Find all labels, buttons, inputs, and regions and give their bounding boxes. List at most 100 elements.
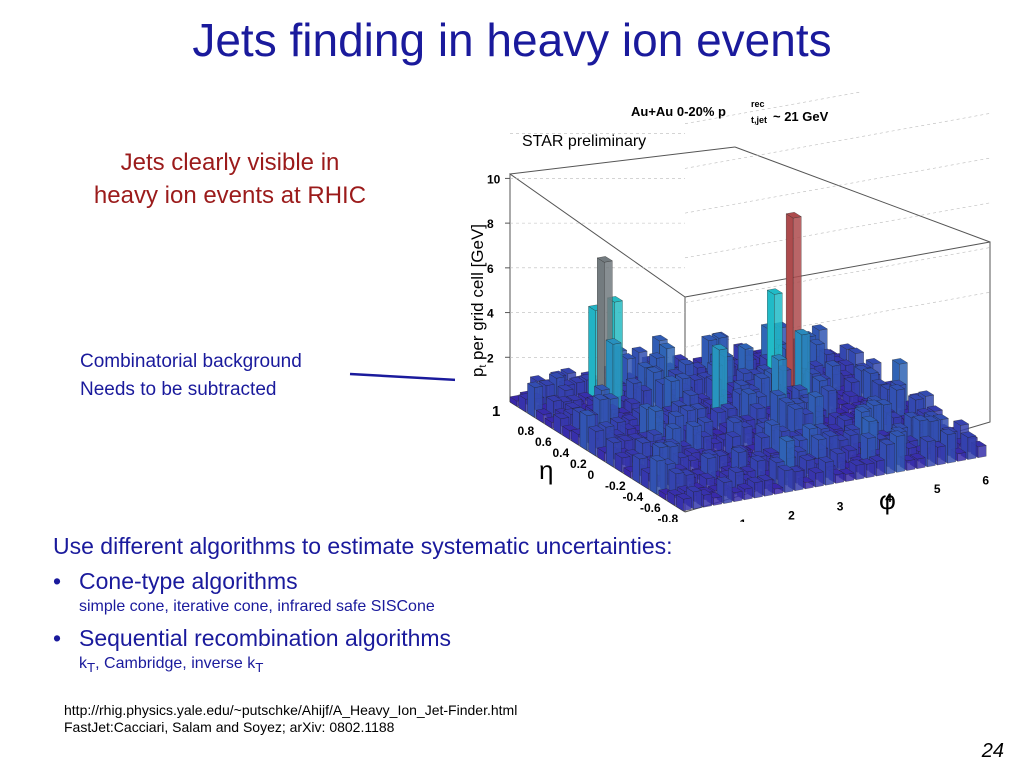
bar-front: [906, 459, 916, 471]
bar-top: [678, 358, 695, 366]
bar-top: [560, 367, 577, 374]
bar-top: [663, 375, 680, 382]
bar-top: [711, 343, 728, 351]
bar-top: [876, 399, 893, 406]
bar-top: [919, 435, 936, 442]
bar-top: [617, 435, 634, 442]
bar-top: [610, 416, 627, 423]
bar-front: [794, 470, 804, 491]
z-axis-label-rest: per grid cell [GeV]: [468, 224, 487, 365]
bar-top: [865, 399, 882, 406]
bar-top: [538, 379, 555, 386]
bar-top: [889, 384, 906, 391]
phi-tick-4: 4: [885, 491, 892, 505]
bar-top: [671, 400, 688, 407]
bar-front: [967, 435, 977, 460]
bar-front: [916, 457, 926, 469]
eta-tick-2: 0.6: [535, 435, 552, 449]
phi-tick-1: 1: [740, 517, 747, 522]
bar-top: [602, 393, 619, 400]
bar-top: [730, 446, 747, 453]
bar-front: [825, 460, 834, 486]
bar-top: [854, 406, 871, 413]
bar-top: [769, 389, 786, 396]
bar-top: [690, 403, 706, 410]
bar-top: [826, 423, 843, 430]
bar-top: [825, 360, 841, 367]
plot-header-suffix: ~ 21 GeV: [773, 109, 829, 124]
z-tick-8: 8: [487, 217, 494, 231]
bar-top: [785, 212, 802, 219]
z-axis-label-sub: t: [478, 365, 489, 368]
bar-top: [762, 447, 779, 454]
bar-top: [637, 361, 654, 369]
bar-top: [879, 439, 896, 446]
bullet-sequential-dot: •: [53, 625, 62, 651]
z-tick-10: 10: [487, 172, 501, 186]
bar-top: [818, 456, 835, 463]
phi-tick-6: 6: [982, 473, 989, 487]
bar-top: [802, 423, 819, 430]
bar-top: [838, 359, 854, 366]
bar-top: [791, 434, 808, 441]
phi-tick-5: 5: [934, 482, 941, 496]
bar-top: [605, 338, 622, 345]
bar-top: [529, 375, 546, 382]
bar-top: [682, 389, 699, 396]
bar-top: [869, 455, 885, 462]
z-axis-label: pt per grid cell [GeV]: [468, 224, 489, 377]
bar-side: [527, 382, 535, 418]
background-note-line2: Needs to be subtracted: [80, 379, 277, 400]
bar-top: [659, 342, 676, 349]
algorithms-lead: Use different algorithms to estimate sys…: [53, 533, 673, 559]
bar-top: [865, 358, 882, 365]
bar-front: [703, 493, 712, 508]
bar-top: [679, 404, 696, 412]
eta-tick-labels: 10.80.60.40.20-0.2-0.4-0.6-0.8-1: [492, 403, 679, 522]
bar-top: [940, 428, 957, 435]
bar-top: [848, 459, 865, 466]
page-number: 24: [981, 740, 1004, 762]
bar-top: [757, 474, 774, 481]
bar-front: [744, 487, 753, 501]
background-note-line1: Combinatorial background: [80, 351, 302, 372]
jet-lego-plot: Au+Au 0-20% p rec t,jet ~ 21 GeV STAR pr…: [455, 92, 1010, 522]
bar-top: [822, 430, 839, 437]
bar-top: [634, 437, 651, 444]
slide-title: Jets finding in heavy ion events: [192, 14, 832, 66]
bar-top: [720, 403, 737, 410]
bar-top: [909, 453, 926, 460]
bar-top: [739, 465, 756, 473]
bar-top: [829, 448, 846, 455]
kt-k1: k: [79, 655, 87, 672]
bar-top: [592, 394, 609, 401]
bar-top: [668, 467, 685, 475]
bar-top: [649, 352, 666, 359]
bar-top: [708, 428, 725, 436]
bar-top: [527, 381, 544, 388]
bar-top: [646, 366, 663, 373]
bar-front: [977, 445, 987, 458]
bar-top: [647, 405, 664, 412]
bar-top: [889, 430, 906, 437]
bar-top: [926, 405, 943, 412]
bar-top: [753, 372, 770, 380]
bar-top: [579, 409, 596, 416]
bar-front: [835, 473, 845, 484]
bar-top: [842, 390, 859, 397]
z-axis-label-p: p: [468, 368, 487, 377]
references: http://rhig.physics.yale.edu/~putschke/A…: [64, 702, 517, 736]
star-preliminary-label: STAR preliminary: [522, 133, 646, 150]
bar-top: [701, 334, 718, 341]
bar-top: [614, 451, 631, 459]
bar-top: [960, 431, 977, 438]
bar-side: [606, 438, 614, 468]
bar-top: [686, 485, 702, 493]
bar-top: [726, 416, 743, 424]
bar-top: [932, 413, 949, 421]
bar-top: [662, 441, 679, 448]
bar-top: [953, 419, 970, 426]
z-tick-4: 4: [487, 307, 494, 321]
reference-url[interactable]: http://rhig.physics.yale.edu/~putschke/A…: [64, 702, 518, 718]
bar-front: [855, 463, 865, 480]
